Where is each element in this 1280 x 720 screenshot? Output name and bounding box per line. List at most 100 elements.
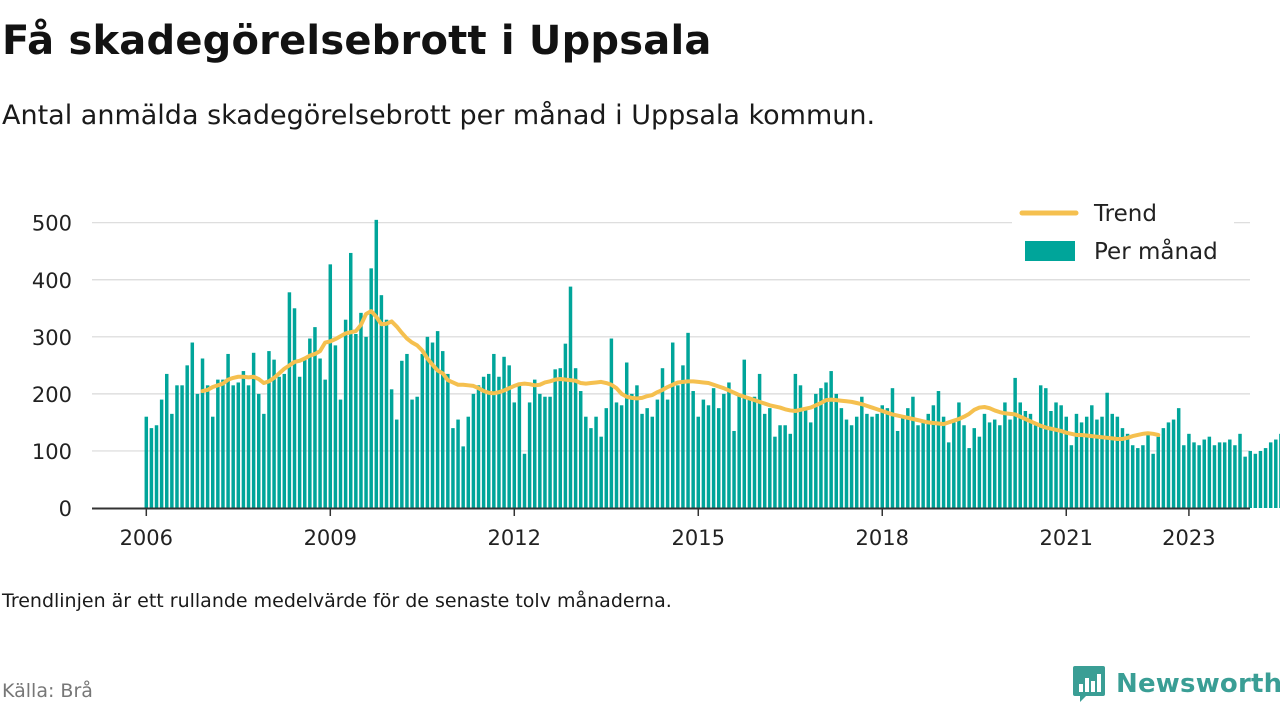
bar: [814, 393, 818, 508]
bar: [992, 419, 997, 508]
bar: [681, 365, 685, 508]
bar: [349, 252, 353, 508]
bar: [1095, 419, 1099, 508]
x-axis-ticks: 2006 2009 2012 2015 2018 2021 2023: [120, 508, 1216, 550]
bar: [757, 373, 762, 508]
bar: [451, 428, 455, 508]
bar: [854, 416, 859, 508]
bar: [865, 413, 869, 508]
bar: [170, 413, 174, 508]
bar: [507, 365, 511, 508]
bar: [1054, 402, 1058, 508]
bar: [716, 408, 721, 508]
bar: [425, 336, 430, 508]
bar: [267, 351, 271, 508]
bar: [538, 393, 542, 508]
bar: [609, 338, 614, 508]
bar: [1192, 442, 1196, 508]
bar: [1171, 419, 1176, 508]
bar: [384, 319, 389, 508]
bar-series-per-manad: [144, 219, 1280, 509]
trend-line: [200, 309, 1161, 441]
bar: [829, 371, 833, 508]
newsworthy-logo-icon: [1073, 666, 1105, 702]
bar: [737, 393, 741, 508]
bar: [589, 428, 593, 508]
bar: [926, 413, 930, 508]
bar: [287, 292, 292, 508]
bar: [808, 422, 813, 508]
bar: [292, 308, 297, 508]
bar: [262, 413, 266, 508]
bar: [354, 333, 358, 508]
bar: [175, 385, 179, 508]
bar: [834, 393, 838, 508]
bar: [379, 295, 384, 508]
x-tick-label: 2006: [120, 526, 173, 550]
bar: [1038, 385, 1043, 508]
bar: [471, 393, 476, 508]
bar: [1064, 416, 1068, 508]
bar: [1110, 413, 1114, 508]
bar: [1074, 413, 1079, 508]
bar: [900, 416, 905, 508]
bar: [1233, 445, 1237, 508]
bar: [420, 353, 425, 508]
bar: [497, 376, 501, 508]
bar: [722, 393, 726, 508]
bar: [921, 422, 925, 508]
bar: [1028, 413, 1033, 508]
bar: [328, 264, 333, 508]
bar: [670, 342, 675, 508]
bar: [640, 413, 644, 508]
bar: [1008, 419, 1012, 508]
newsworthy-logo-text: Newsworthy: [1116, 669, 1280, 699]
y-axis-ticks: 0 100 200 300 400 500: [32, 212, 72, 521]
bar: [624, 362, 629, 508]
x-tick-label: 2023: [1162, 526, 1215, 550]
y-tick-label: 300: [32, 326, 72, 350]
bar: [180, 385, 184, 508]
bar: [793, 373, 798, 508]
bar: [522, 453, 527, 508]
bar: [747, 399, 752, 508]
bar: [1023, 411, 1028, 508]
bar: [941, 416, 946, 508]
bar: [1049, 411, 1053, 508]
bar: [338, 399, 343, 508]
bar: [165, 373, 169, 508]
bar: [1212, 445, 1217, 508]
bar: [1202, 439, 1206, 508]
bar: [343, 319, 348, 508]
bar: [998, 425, 1002, 508]
bar: [440, 351, 445, 508]
bar: [1069, 445, 1074, 508]
bar: [972, 428, 976, 508]
bar: [706, 405, 711, 508]
bar: [711, 388, 716, 508]
legend-per-manad-label: Per månad: [1094, 237, 1218, 265]
bar: [553, 369, 557, 508]
bar: [931, 405, 936, 508]
bar: [364, 336, 368, 508]
bar: [410, 399, 414, 508]
bar: [727, 382, 731, 508]
bar: [568, 286, 573, 508]
bar: [977, 436, 982, 509]
bar: [303, 359, 307, 508]
bar: [1146, 433, 1150, 508]
bar: [1161, 428, 1166, 508]
bar: [251, 352, 256, 508]
bar: [313, 327, 317, 508]
bar: [701, 399, 706, 508]
y-tick-label: 200: [32, 383, 72, 407]
bar: [1141, 445, 1145, 508]
bar: [906, 408, 910, 508]
bar: [1176, 408, 1181, 508]
newsworthy-logo[interactable]: Newsworthy: [1072, 664, 1280, 704]
bar: [1243, 456, 1247, 508]
bar: [655, 399, 660, 508]
bar: [870, 416, 874, 508]
bar: [578, 391, 583, 508]
bar: [650, 416, 655, 508]
